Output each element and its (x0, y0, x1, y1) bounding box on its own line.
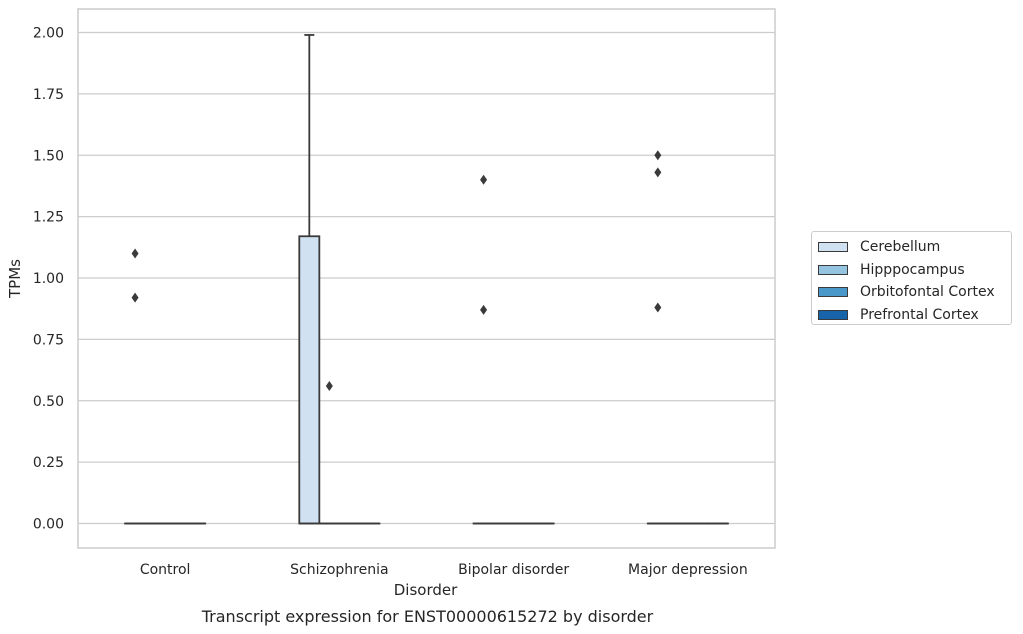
y-tick-label: 2.00 (33, 26, 64, 42)
x-tick-label: Major depression (628, 562, 748, 578)
outlier-point (654, 150, 662, 161)
y-tick-label: 0.25 (33, 455, 64, 471)
y-tick-label: 1.50 (33, 148, 64, 164)
outlier-point (480, 304, 488, 315)
legend-swatch (818, 242, 848, 253)
y-tick-label: 0.00 (33, 517, 64, 533)
legend-label: Hipppocampus (860, 261, 965, 278)
legend-swatch (818, 309, 848, 320)
outlier-point (131, 248, 139, 259)
legend-item: Orbitofontal Cortex (818, 281, 1005, 304)
box-hipppocampus (318, 381, 341, 525)
boxes (124, 34, 729, 525)
plot-area (77, 8, 776, 549)
box-body (298, 235, 321, 525)
legend-swatch (818, 287, 848, 298)
x-axis-label: Disorder (394, 581, 458, 599)
legend-item: Cerebellum (818, 236, 1005, 259)
box-cerebellum (472, 174, 495, 525)
box-cerebellum (646, 150, 669, 525)
x-tick-label: Bipolar disorder (458, 562, 569, 578)
outlier-point (325, 381, 333, 392)
gridlines (78, 31, 775, 525)
chart-caption: Transcript expression for ENST0000061527… (201, 607, 654, 626)
legend: Cerebellum Hipppocampus Orbitofontal Corte… (811, 231, 1012, 325)
legend-label: Cerebellum (860, 239, 941, 256)
outlier-point (654, 302, 662, 313)
y-axis-label: TPMs (6, 259, 24, 299)
legend-label: Orbitofontal Cortex (860, 284, 995, 301)
outlier-point (480, 174, 488, 185)
x-tick-label: Control (140, 562, 191, 578)
box-cerebellum (124, 248, 146, 525)
legend-swatch (818, 264, 848, 275)
x-tick-labels: Control Schizophrenia Bipolar disorder Majo… (140, 562, 748, 578)
outlier-point (654, 167, 662, 178)
y-tick-labels: 0.00 0.25 0.50 0.75 1.00 1.25 1.50 1.75 2.00 (33, 26, 64, 533)
box-cerebellum (298, 34, 321, 525)
x-tick-label: Schizophrenia (290, 562, 388, 578)
y-tick-label: 0.50 (33, 394, 64, 410)
outlier-point (131, 292, 139, 303)
y-tick-label: 0.75 (33, 332, 64, 348)
legend-item: Hipppocampus (818, 259, 1005, 282)
legend-label: Prefrontal Cortex (860, 306, 979, 323)
y-tick-label: 1.00 (33, 271, 64, 287)
y-tick-label: 1.25 (33, 210, 64, 226)
legend-item: Prefrontal Cortex (818, 304, 1005, 327)
y-tick-label: 1.75 (33, 87, 64, 103)
